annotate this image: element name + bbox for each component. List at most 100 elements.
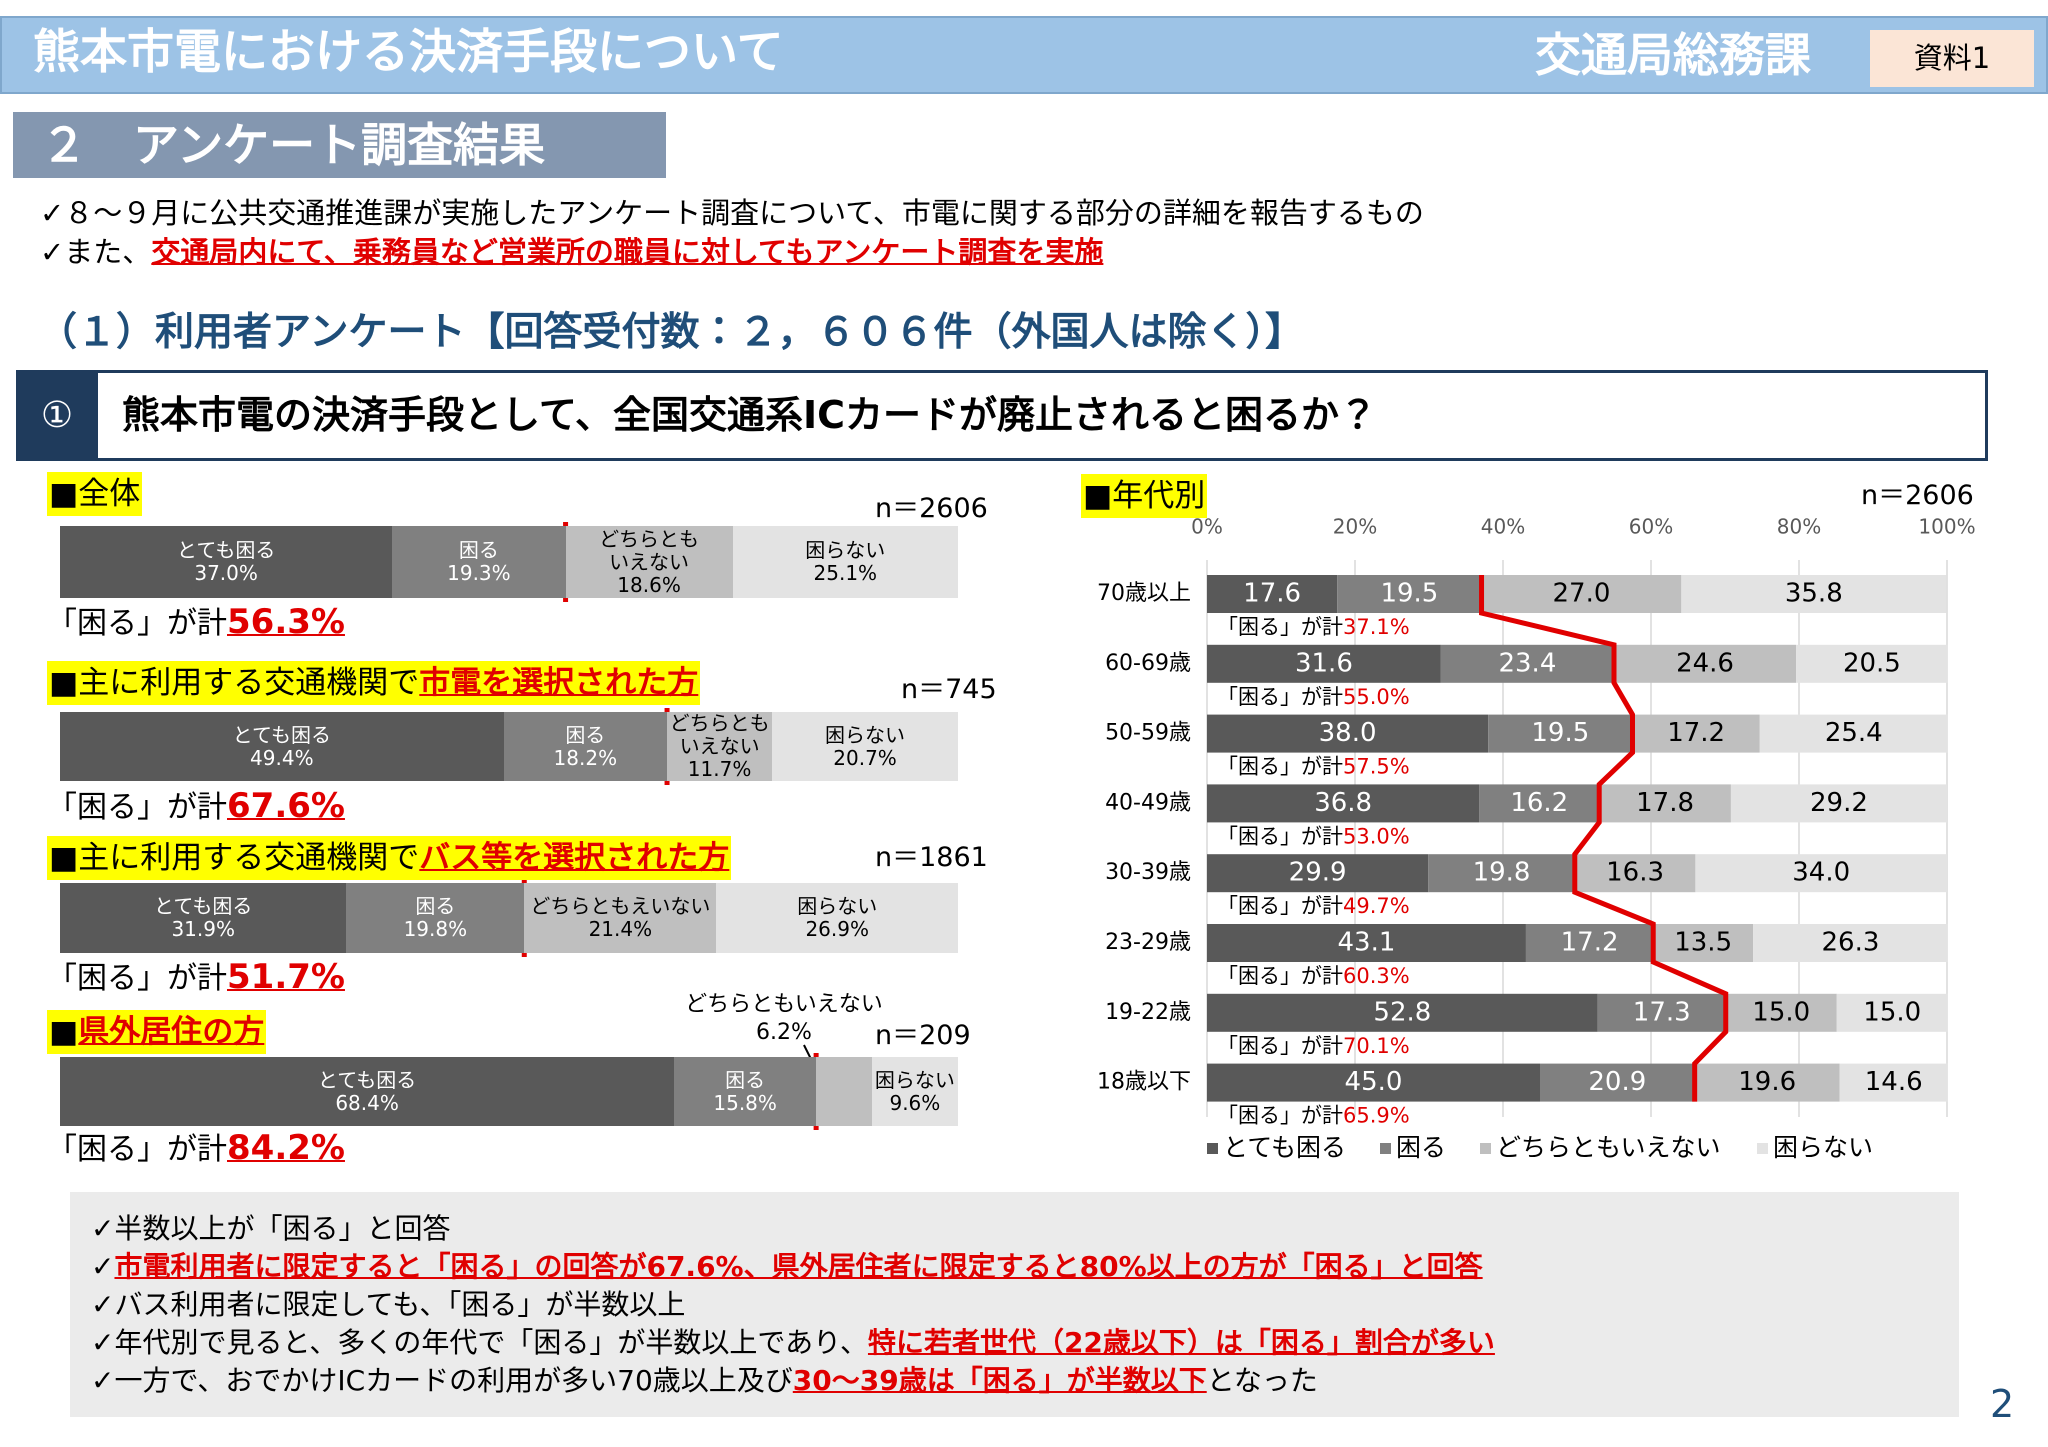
total-line: 「困る」が計51.7% bbox=[47, 955, 345, 1001]
total-line: 「困る」が計56.3% bbox=[47, 600, 345, 646]
bar-value-label: 26.3 bbox=[1821, 928, 1879, 958]
n-label: n＝2606 bbox=[875, 493, 988, 524]
bar-segment bbox=[1694, 1063, 1840, 1102]
segment-name: どちらとも いえない bbox=[599, 526, 700, 574]
bar-segment bbox=[60, 712, 504, 781]
bar-value-label: 17.6 bbox=[1243, 579, 1301, 609]
segment-value: 6.2% bbox=[756, 1020, 812, 1045]
bar-value-label: 17.2 bbox=[1561, 928, 1619, 958]
bar-segment bbox=[1479, 784, 1600, 823]
bar-segment bbox=[1207, 1063, 1540, 1102]
segment-value: 11.7% bbox=[687, 757, 752, 781]
bar-segment bbox=[1481, 575, 1682, 613]
segment-label: 困る 19.8% bbox=[346, 883, 524, 953]
segment-name: とても困る bbox=[317, 1067, 417, 1092]
legend-label: 困らない bbox=[1773, 1133, 1873, 1162]
text-part: ✓ bbox=[91, 1250, 115, 1283]
bar-value-label: 19.8 bbox=[1473, 858, 1531, 888]
segment-label: どちらとも いえない 18.6% bbox=[566, 526, 733, 598]
text-part: ✓バス利用者に限定しても、「困る」が半数以上 bbox=[91, 1288, 686, 1321]
legend-label: 困る bbox=[1396, 1133, 1446, 1162]
bar-segment bbox=[1207, 854, 1429, 893]
total-label: 「困る」が計37.1% bbox=[1217, 615, 1410, 639]
total-label: 「困る」が計57.5% bbox=[1217, 755, 1410, 779]
legend-swatch bbox=[1380, 1143, 1391, 1154]
summary-bullet: ✓一方で、おでかけICカードの利用が多い70歳以上及び30～39歳は「困る」が半… bbox=[91, 1361, 1318, 1401]
bar-value-label: 25.4 bbox=[1825, 718, 1883, 748]
total-prefix: 「困る」が計 bbox=[1217, 964, 1343, 988]
total-label: 「困る」が計65.9% bbox=[1217, 1104, 1410, 1128]
bar-segment bbox=[1614, 644, 1797, 683]
bar-segment bbox=[1207, 575, 1338, 613]
total-value: 57.5% bbox=[1343, 755, 1410, 779]
section-title: ２ アンケート調査結果 bbox=[13, 112, 666, 178]
bar-segment bbox=[1836, 993, 1948, 1032]
total-value: 70.1% bbox=[1343, 1034, 1410, 1058]
text-part: ■全体 bbox=[49, 476, 141, 512]
text-part: 「困る」が計 bbox=[47, 961, 227, 996]
segment-name: 困らない bbox=[805, 538, 886, 562]
text-part: ✓一方で、おでかけICカードの利用が多い70歳以上及び bbox=[91, 1364, 793, 1397]
bar-value-label: 43.1 bbox=[1338, 928, 1396, 958]
segment-value: 18.2% bbox=[553, 745, 618, 770]
total-line bbox=[1479, 575, 1729, 1102]
total-value: 49.7% bbox=[1343, 894, 1410, 918]
bar-segment bbox=[667, 712, 773, 781]
segment-value: 49.4% bbox=[250, 745, 314, 770]
text-part: ✓また、 bbox=[40, 235, 152, 269]
bar-value-label: 29.9 bbox=[1289, 858, 1347, 888]
x-tick-label: 80% bbox=[1777, 515, 1821, 539]
bar-value-label: 35.8 bbox=[1785, 579, 1843, 609]
bar-value-label: 16.3 bbox=[1606, 858, 1664, 888]
legend-swatch bbox=[1207, 1143, 1218, 1154]
n-label: n＝2606 bbox=[1861, 480, 1974, 511]
segment-label: 困る 18.2% bbox=[504, 712, 667, 781]
x-tick-label: 100% bbox=[1918, 515, 1975, 539]
segment-label: 困らない 9.6% bbox=[872, 1057, 958, 1126]
bar-value-label: 31.6 bbox=[1295, 648, 1353, 678]
text-part: ✓年代別で見ると、多くの年代で「困る」が半数以上であり、 bbox=[91, 1326, 868, 1359]
question-number: ① bbox=[16, 370, 98, 461]
bar-segment bbox=[392, 526, 566, 598]
segment-value: 20.7% bbox=[833, 745, 897, 770]
total-value: 60.3% bbox=[1343, 964, 1410, 988]
x-tick-label: 40% bbox=[1481, 515, 1525, 539]
legend-swatch bbox=[1757, 1143, 1768, 1154]
bar-segment bbox=[1440, 644, 1614, 683]
bar-value-label: 19.6 bbox=[1738, 1067, 1796, 1097]
bar-segment bbox=[1574, 854, 1696, 893]
bar-segment bbox=[732, 526, 958, 598]
breakdown-title: ■主に利用する交通機関でバス等を選択された方 bbox=[47, 836, 732, 880]
subsection-title: （１）利用者アンケート【回答受付数：２，６０６件（外国人は除く）】 bbox=[38, 310, 1304, 355]
bar-segment bbox=[565, 526, 733, 598]
x-tick-label: 20% bbox=[1333, 515, 1377, 539]
bar-segment bbox=[1725, 993, 1837, 1032]
n-label: n＝745 bbox=[901, 674, 997, 705]
segment-label: 困らない 25.1% bbox=[733, 526, 958, 598]
bar-segment bbox=[1759, 714, 1948, 753]
bar-value-label: 20.9 bbox=[1588, 1067, 1646, 1097]
bar-value-label: 27.0 bbox=[1552, 579, 1610, 609]
bar-value-label: 17.2 bbox=[1667, 718, 1725, 748]
bar-value-label: 19.5 bbox=[1380, 579, 1438, 609]
text-part: 84.2% bbox=[227, 1128, 345, 1168]
bar-segment bbox=[1695, 854, 1947, 893]
bar-segment bbox=[716, 883, 958, 953]
text-part: バス等を選択された方 bbox=[419, 840, 730, 876]
bar-segment bbox=[524, 883, 717, 953]
segment-name: 困る bbox=[565, 722, 606, 747]
bar-segment bbox=[772, 712, 958, 781]
bar-segment bbox=[1599, 784, 1731, 823]
bar-segment bbox=[816, 1057, 872, 1126]
x-tick-label: 60% bbox=[1629, 515, 1673, 539]
total-label: 「困る」が計55.0% bbox=[1217, 685, 1410, 709]
intro-bullet: ✓８～９月に公共交通推進課が実施したアンケート調査について、市電に関する部分の詳… bbox=[40, 193, 1424, 233]
segment-name: 困る bbox=[415, 894, 456, 918]
category-label: 23-29歳 bbox=[1105, 930, 1191, 955]
chart-title: ■年代別 bbox=[1081, 474, 1208, 518]
bar-segment bbox=[1525, 924, 1654, 962]
text-part: 67.6% bbox=[227, 786, 345, 826]
total-label: 「困る」が計60.3% bbox=[1217, 964, 1410, 988]
bar-value-label: 34.0 bbox=[1792, 858, 1850, 888]
category-label: 19-22歳 bbox=[1105, 1000, 1191, 1025]
